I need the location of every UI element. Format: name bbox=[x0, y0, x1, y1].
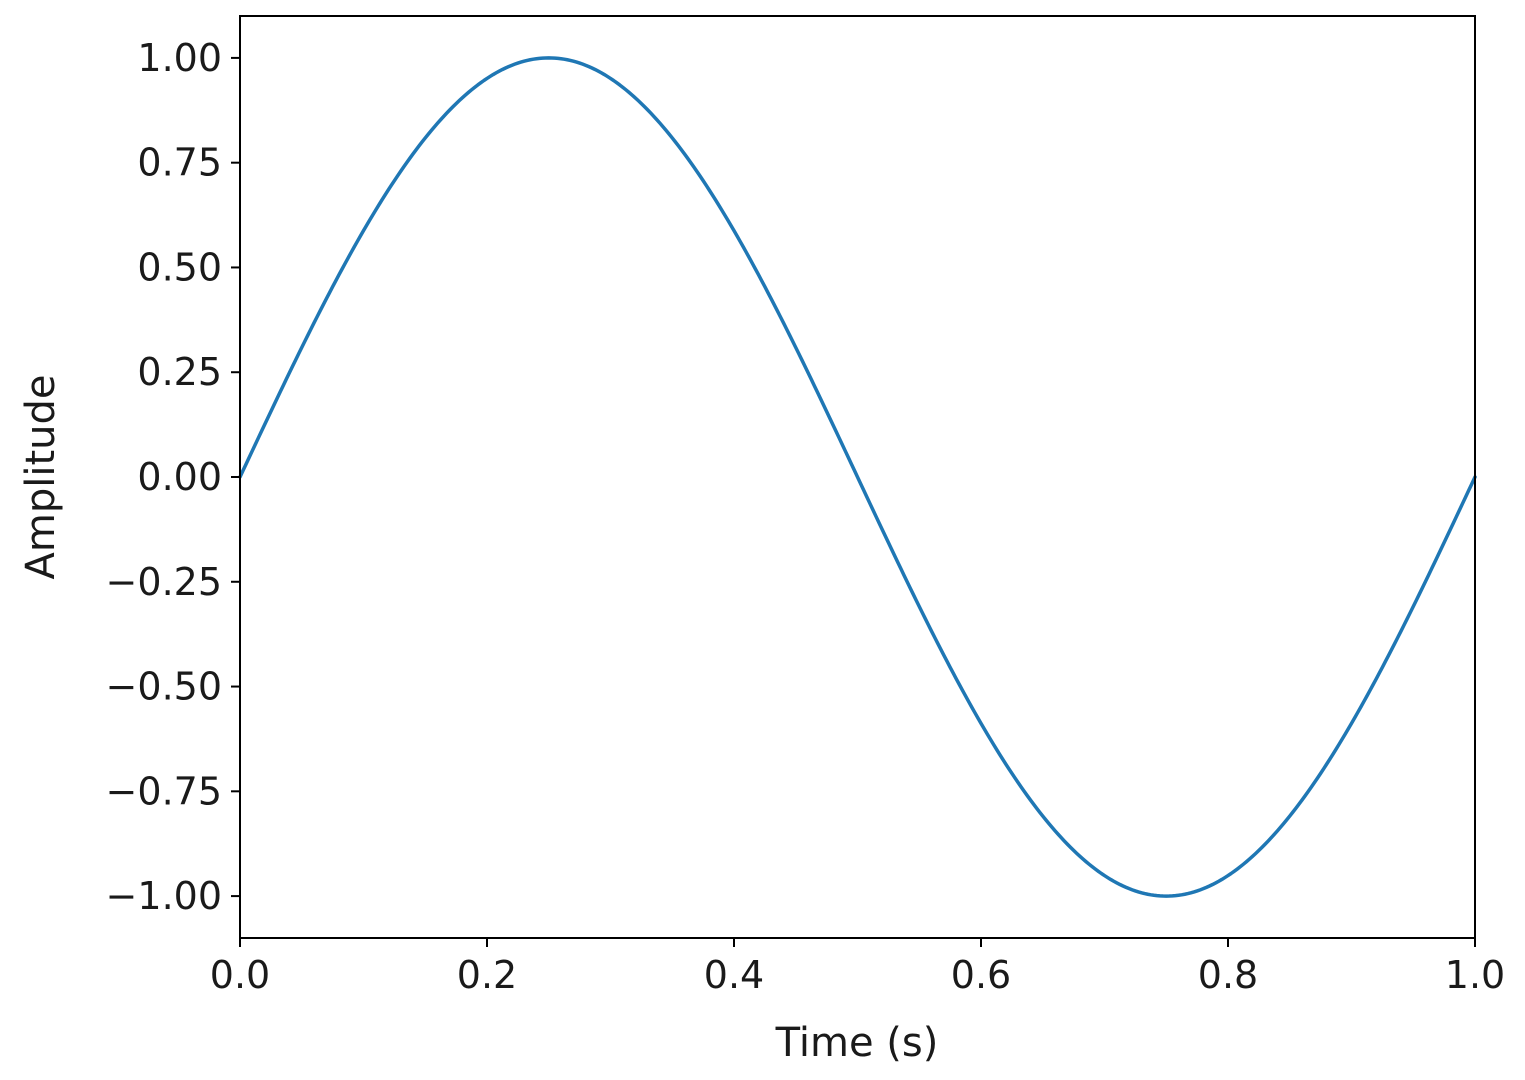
y-tick-label: 1.00 bbox=[137, 36, 222, 80]
y-tick-label: 0.50 bbox=[137, 245, 222, 289]
y-tick-label: −0.50 bbox=[106, 665, 222, 709]
y-tick-label: 0.00 bbox=[137, 455, 222, 499]
y-axis-ticks: 1.00 0.75 0.50 0.25 0.00 −0.25 −0.50 −0.75 −1.00 bbox=[106, 36, 240, 918]
x-tick-label: 0.0 bbox=[210, 953, 270, 997]
x-tick-label: 0.6 bbox=[951, 953, 1011, 997]
x-tick-label: 0.2 bbox=[457, 953, 517, 997]
x-tick-label: 0.4 bbox=[704, 953, 764, 997]
y-axis-label: Amplitude bbox=[18, 375, 64, 580]
x-tick-label: 1.0 bbox=[1445, 953, 1505, 997]
y-tick-label: 0.75 bbox=[137, 141, 222, 185]
y-tick-label: −1.00 bbox=[106, 874, 222, 918]
y-tick-label: 0.25 bbox=[137, 350, 222, 394]
y-tick-label: −0.25 bbox=[106, 560, 222, 604]
series-line-0 bbox=[238, 56, 1477, 898]
y-tick-label: −0.75 bbox=[106, 769, 222, 813]
x-tick-label: 0.8 bbox=[1198, 953, 1258, 997]
plot-area bbox=[238, 56, 1477, 898]
x-axis-label: Time (s) bbox=[775, 1020, 939, 1066]
x-axis-ticks: 0.0 0.2 0.4 0.6 0.8 1.0 bbox=[210, 938, 1505, 997]
